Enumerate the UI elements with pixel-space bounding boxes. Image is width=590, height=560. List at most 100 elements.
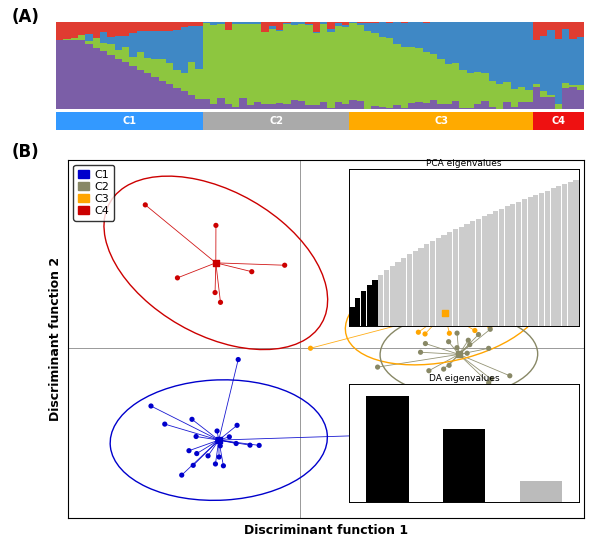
Bar [195,22,203,26]
Bar [415,22,423,48]
Bar [489,81,496,107]
Bar [195,99,203,109]
Bar [357,101,364,109]
Bar [152,59,159,77]
Point [177,470,186,479]
Bar [401,48,408,108]
Point [437,288,447,297]
Bar [460,22,467,70]
Bar [166,22,173,31]
Point [146,402,156,410]
Point [467,311,477,320]
Bar [533,87,540,109]
Bar [474,104,481,109]
Bar [445,22,452,64]
Bar [445,64,452,104]
Bar [335,23,342,26]
Bar [306,24,313,25]
Point [373,363,382,372]
Bar [129,66,137,109]
Point [254,441,264,450]
Bar [548,95,555,97]
Point [219,461,228,470]
Bar [430,22,437,54]
Point [215,441,225,450]
Bar [489,22,496,81]
Bar [452,63,460,101]
Bar [313,22,320,32]
Bar [225,30,232,104]
Bar [107,38,114,44]
Point [232,421,242,430]
Point [214,452,224,461]
Point [192,449,201,458]
Point [445,315,455,324]
Bar [394,44,401,105]
Bar [122,22,129,36]
Bar [467,108,474,109]
Bar [452,22,460,63]
Bar [379,22,386,37]
Bar [511,108,518,109]
Point [213,437,222,446]
Bar [386,108,394,109]
Bar [496,84,503,109]
Bar [548,22,555,30]
Bar [526,90,533,102]
Bar [100,43,107,52]
Bar [452,101,460,109]
Bar [306,25,313,105]
Bar [107,44,114,55]
Bar [166,63,173,84]
Point [441,316,450,325]
Point [457,315,467,324]
Bar [268,104,276,109]
Bar [71,38,78,40]
Bar [364,31,372,109]
Bar [247,105,254,109]
Bar [298,101,306,109]
Bar [240,24,247,98]
Bar [56,22,63,40]
Point [204,451,213,460]
Bar [467,73,474,108]
Point [434,296,444,305]
Point [453,343,462,352]
Bar [261,22,268,32]
Bar [401,23,408,48]
Bar [474,72,481,104]
Bar [232,106,240,109]
Bar [335,102,342,109]
Point [486,325,495,334]
Point [173,273,182,282]
Point [225,432,234,441]
Bar [217,22,225,24]
Bar [437,59,445,104]
Bar [188,95,195,109]
Bar [569,87,577,109]
Bar [518,22,526,87]
Bar [173,88,181,109]
Point [457,288,467,297]
Bar [276,30,283,31]
Bar [437,22,445,59]
Bar [152,22,159,31]
Bar [291,100,298,109]
Bar [232,24,240,106]
Point [428,303,438,312]
Bar [481,101,489,109]
Bar [327,108,335,109]
Bar [166,84,173,109]
Bar [217,24,225,98]
Point [416,348,425,357]
Bar [548,97,555,109]
Bar [247,22,254,25]
Bar [481,73,489,101]
Point [424,366,434,375]
Bar [56,112,203,130]
Bar [533,40,540,83]
Bar [268,29,276,104]
Bar [188,22,195,26]
Bar [181,73,188,91]
Point [453,329,462,338]
